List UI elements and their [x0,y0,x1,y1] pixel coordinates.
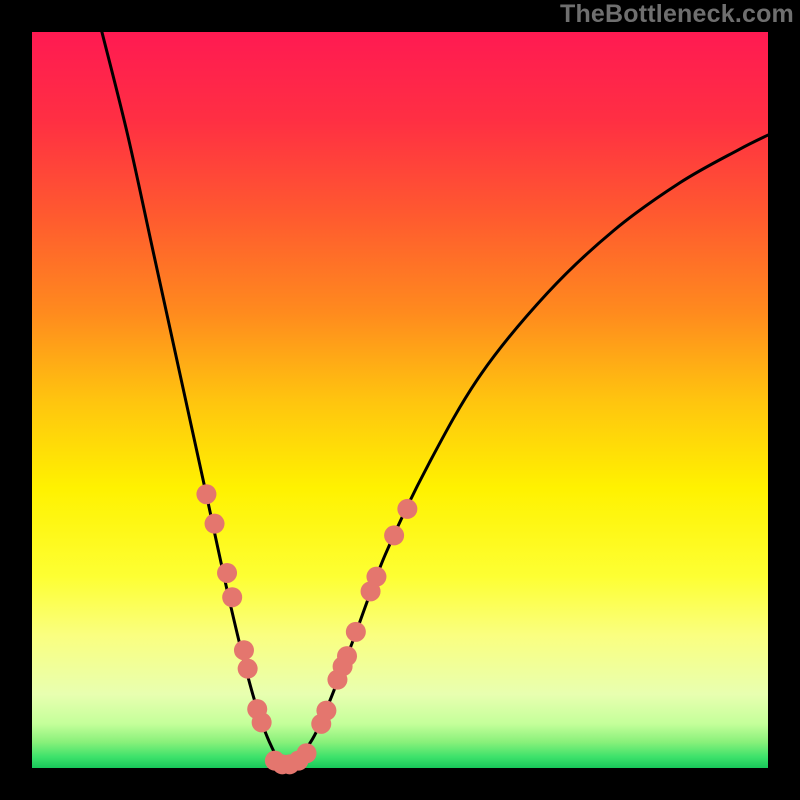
marker-point [217,563,237,583]
marker-point [337,646,357,666]
marker-point [384,525,404,545]
marker-point [196,484,216,504]
marker-point [397,499,417,519]
outer-frame: TheBottleneck.com [0,0,800,800]
marker-point [316,701,336,721]
marker-point [234,640,254,660]
marker-point [205,514,225,534]
marker-point [222,587,242,607]
plot-background [32,32,768,768]
marker-point [238,659,258,679]
marker-point [252,712,272,732]
marker-point [366,567,386,587]
marker-point [297,743,317,763]
marker-point [346,622,366,642]
bottleneck-chart [0,0,800,800]
